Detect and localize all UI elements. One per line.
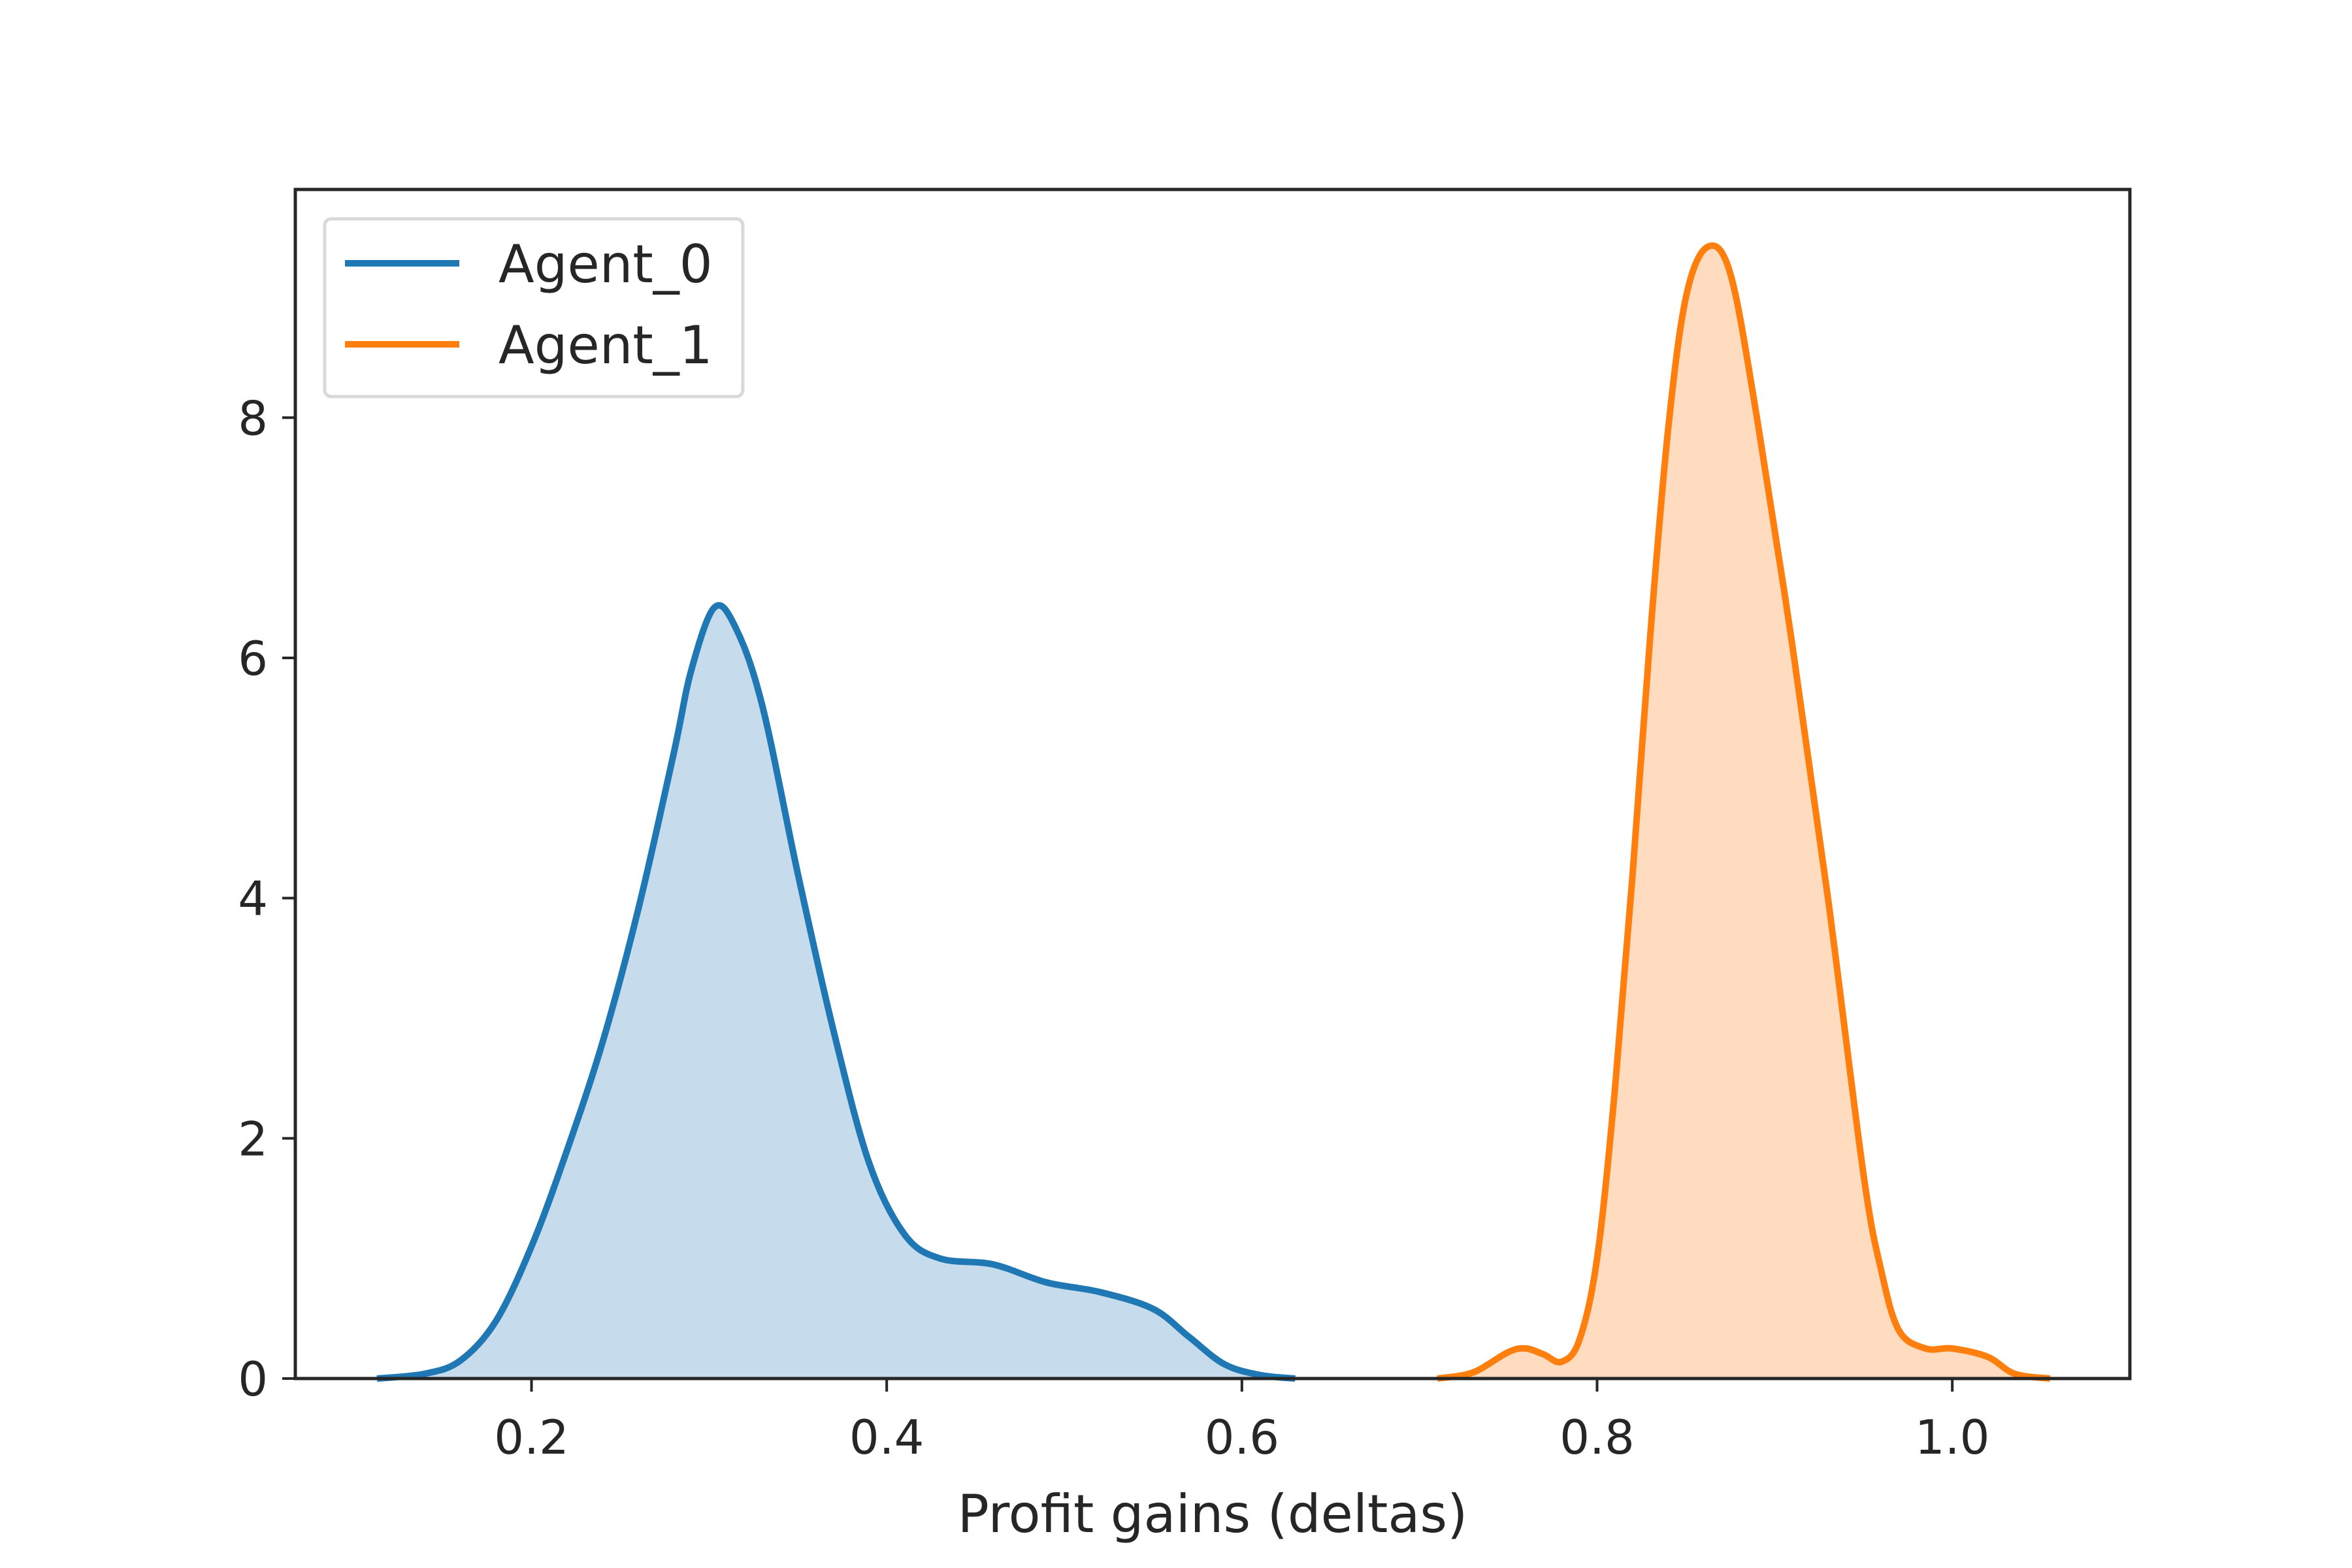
x-axis-ticks: 0.2 0.4 0.6 0.8 1.0 (494, 1379, 1989, 1465)
y-tick-label: 0 (238, 1352, 268, 1407)
y-tick-label: 6 (238, 631, 268, 686)
x-tick-label: 1.0 (1915, 1410, 1990, 1465)
x-tick-label: 0.2 (494, 1410, 569, 1465)
series-1-line (1437, 242, 2051, 1382)
y-tick-label: 8 (238, 391, 268, 446)
series-0-fill (377, 605, 1296, 1379)
plot-area (376, 242, 2051, 1382)
series-1-fill (1437, 245, 2050, 1379)
y-axis-ticks: 0 2 4 6 8 (238, 391, 295, 1407)
x-tick-label: 0.8 (1560, 1410, 1635, 1465)
legend-label-0: Agent_0 (498, 234, 713, 295)
legend-label-1: Agent_1 (498, 315, 713, 376)
series-0-line (376, 602, 1296, 1382)
y-tick-label: 2 (238, 1111, 268, 1166)
x-axis-label: Profit gains (deltas) (958, 1484, 1468, 1544)
y-tick-label: 4 (238, 872, 268, 926)
x-tick-label: 0.4 (849, 1410, 924, 1465)
axes-frame (293, 188, 2132, 1380)
legend: Agent_0 Agent_1 (323, 217, 745, 399)
x-tick-label: 0.6 (1205, 1410, 1280, 1465)
